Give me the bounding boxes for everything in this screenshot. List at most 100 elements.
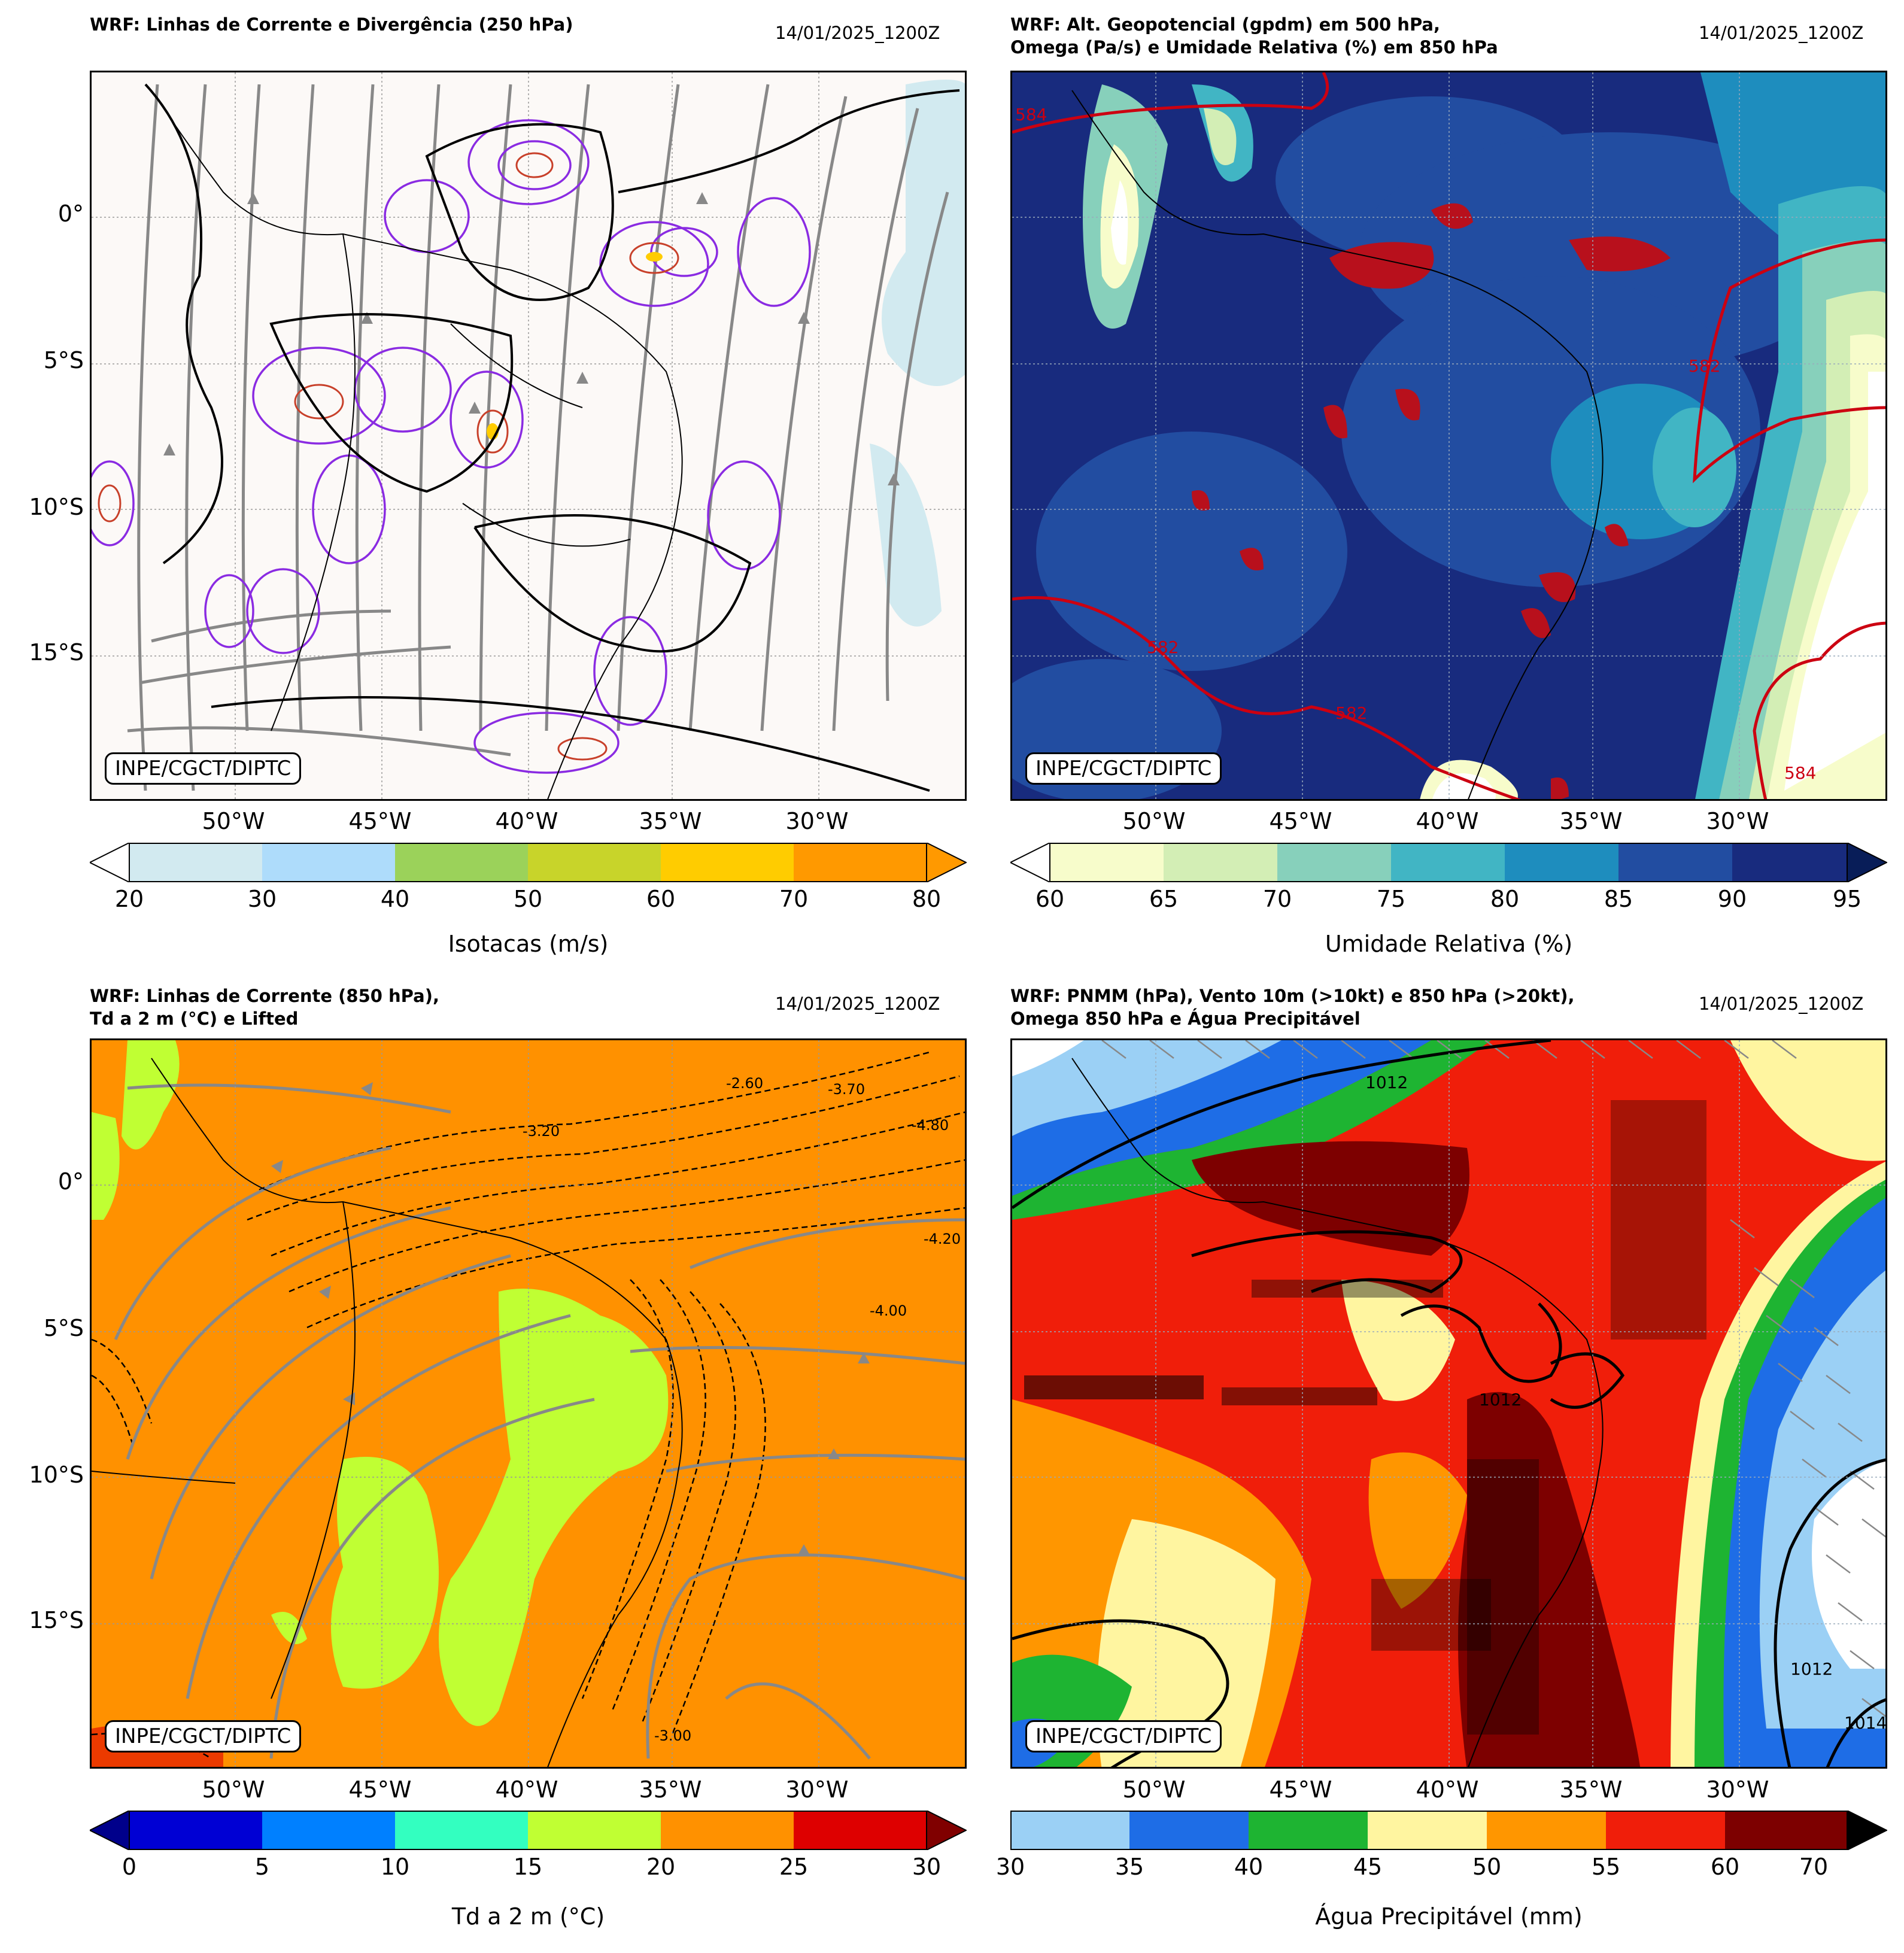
colorbar-tick: 80: [912, 886, 942, 912]
isobar-labels: 1012 1012 1012 1014: [1365, 1073, 1887, 1733]
lat-tick: 5°S: [43, 1315, 84, 1341]
map-graphics: 584 582 582 582 584: [1012, 72, 1885, 799]
panel-date: 14/01/2025_1200Z: [775, 994, 940, 1014]
lon-tick: 40°W: [495, 1776, 558, 1803]
colorbar-extend-high: [1847, 1811, 1887, 1850]
lon-tick: 40°W: [1416, 1776, 1479, 1803]
lon-tick: 50°W: [202, 808, 265, 834]
logo-label: INPE/CGCT/DIPTC: [105, 1720, 302, 1752]
panel-title: WRF: PNMM (hPa), Vento 10m (>10kt) e 850…: [1010, 986, 1575, 1029]
lat-tick: 0°: [57, 1168, 84, 1195]
lat-tick: 10°S: [29, 1462, 84, 1488]
colorbar-graphics: [90, 843, 967, 882]
colorbar-swatches: [129, 1811, 927, 1850]
colorbar-tick: 55: [1591, 1854, 1621, 1880]
graticule: [1012, 72, 1885, 799]
panel-date: 14/01/2025_1200Z: [1699, 994, 1864, 1014]
lon-tick: 45°W: [1269, 1776, 1332, 1803]
panel-date: 14/01/2025_1200Z: [775, 23, 940, 43]
contour-label: -2.60: [726, 1075, 763, 1092]
lon-tick: 40°W: [1416, 808, 1479, 834]
lon-tick: 35°W: [1559, 808, 1623, 834]
map-panel-2: 584 582 582 582 584 INPE/CGCT/DIPTC: [1010, 71, 1887, 801]
logo-label: INPE/CGCT/DIPTC: [1025, 1720, 1222, 1752]
streamline-arrows: [271, 1082, 870, 1555]
panel-streamlines-850hpa: WRF: Linhas de Corrente (850 hPa), Td a …: [0, 970, 967, 1953]
colorbar-tick: 85: [1604, 886, 1633, 912]
colorbar-tick: 95: [1832, 886, 1862, 912]
contour-label: 1012: [1790, 1659, 1833, 1679]
logo-label: INPE/CGCT/DIPTC: [1025, 752, 1222, 785]
coastline: [1071, 90, 1604, 799]
colorbar-tick: 65: [1149, 886, 1179, 912]
map-graphics: -2.60 -3.20 -3.70 -4.80 -4.20 -4.00 -3.0…: [92, 1040, 965, 1767]
colorbar-tick: 60: [1710, 1854, 1740, 1880]
colorbar-tick: 50: [1472, 1854, 1502, 1880]
map-graphics: [92, 72, 965, 799]
colorbar-graphics: [1010, 843, 1887, 882]
contour-label: 1012: [1365, 1073, 1408, 1092]
contour-label: 582: [1689, 356, 1720, 376]
colorbar-tick: 15: [513, 1854, 543, 1880]
colorbar-tick: 5: [254, 1854, 270, 1880]
colorbar-label: Isotacas (m/s): [448, 931, 609, 957]
colorbar-tick: 40: [1234, 1854, 1264, 1880]
lat-tick: 10°S: [29, 494, 84, 520]
colorbar-tick: 30: [247, 886, 277, 912]
panel-title: WRF: Linhas de Corrente e Divergência (2…: [90, 14, 573, 35]
lat-tick: 0°: [57, 201, 84, 227]
contour-label: -3.70: [828, 1081, 865, 1098]
lon-tick: 35°W: [1559, 1776, 1623, 1803]
colorbar-tick: 30: [912, 1854, 942, 1880]
lon-tick: 45°W: [348, 1776, 412, 1803]
colorbar: [90, 1811, 967, 1850]
contour-label: 584: [1015, 105, 1047, 124]
colorbar-graphics: [90, 1811, 967, 1850]
lat-tick: 15°S: [29, 1607, 84, 1633]
contour-label: -4.80: [912, 1117, 949, 1134]
colorbar: [90, 843, 967, 882]
colorbar-swatches: [129, 843, 927, 882]
colorbar-swatches: [1010, 1811, 1847, 1850]
streamlines: [114, 1083, 965, 1760]
colorbar-tick: 30: [995, 1854, 1025, 1880]
colorbar-label: Água Precipitável (mm): [1315, 1903, 1583, 1930]
contour-label: 1014: [1844, 1713, 1887, 1733]
map-graphics: 1012 1012 1012 1014: [1012, 1040, 1887, 1767]
geopotential-labels: 584 582 582 582 584: [1015, 105, 1816, 783]
lon-tick: 35°W: [639, 808, 702, 834]
coastline: [92, 1058, 683, 1767]
streamline-arrows: [163, 192, 900, 485]
colorbar-tick: 70: [1799, 1854, 1829, 1880]
colorbar-tick: 20: [646, 1854, 676, 1880]
map-panel-4: 1012 1012 1012 1014 INPE/CGCT/DIPTC: [1010, 1038, 1887, 1769]
logo-label: INPE/CGCT/DIPTC: [105, 752, 302, 785]
map-panel-3: -2.60 -3.20 -3.70 -4.80 -4.20 -4.00 -3.0…: [90, 1038, 967, 1769]
colorbar-swatches: [1050, 843, 1847, 882]
colorbar-tick: 60: [1035, 886, 1065, 912]
colorbar-tick: 50: [513, 886, 543, 912]
colorbar: [1010, 1811, 1887, 1850]
colorbar-label: Umidade Relativa (%): [1325, 931, 1573, 957]
lon-tick: 30°W: [785, 1776, 849, 1803]
panel-pressure-precipitable-water: WRF: PNMM (hPa), Vento 10m (>10kt) e 850…: [922, 970, 1904, 1953]
colorbar-label: Td a 2 m (°C): [451, 1903, 605, 1930]
panel-title: WRF: Alt. Geopotencial (gpdm) em 500 hPa…: [1010, 14, 1498, 57]
colorbar-tick: 0: [122, 1854, 137, 1880]
lon-tick: 50°W: [202, 1776, 265, 1803]
graticule: [1012, 1040, 1885, 1767]
omega-markers: [1024, 1100, 1706, 1735]
contour-label: -4.20: [924, 1231, 961, 1247]
divergence-contours: [92, 119, 811, 774]
contour-label: 1012: [1479, 1390, 1522, 1410]
lat-tick: 15°S: [29, 639, 84, 666]
contour-label: 584: [1784, 763, 1816, 783]
colorbar-tick: 45: [1353, 1854, 1383, 1880]
isobars: [1012, 1040, 1885, 1767]
lon-tick: 40°W: [495, 808, 558, 834]
precipitable-water-shading: [1012, 1040, 1885, 1767]
lon-tick: 45°W: [348, 808, 412, 834]
contour-label: -3.00: [654, 1727, 691, 1744]
colorbar-graphics: [1010, 1811, 1887, 1850]
colorbar-extend-low: [1010, 843, 1050, 882]
